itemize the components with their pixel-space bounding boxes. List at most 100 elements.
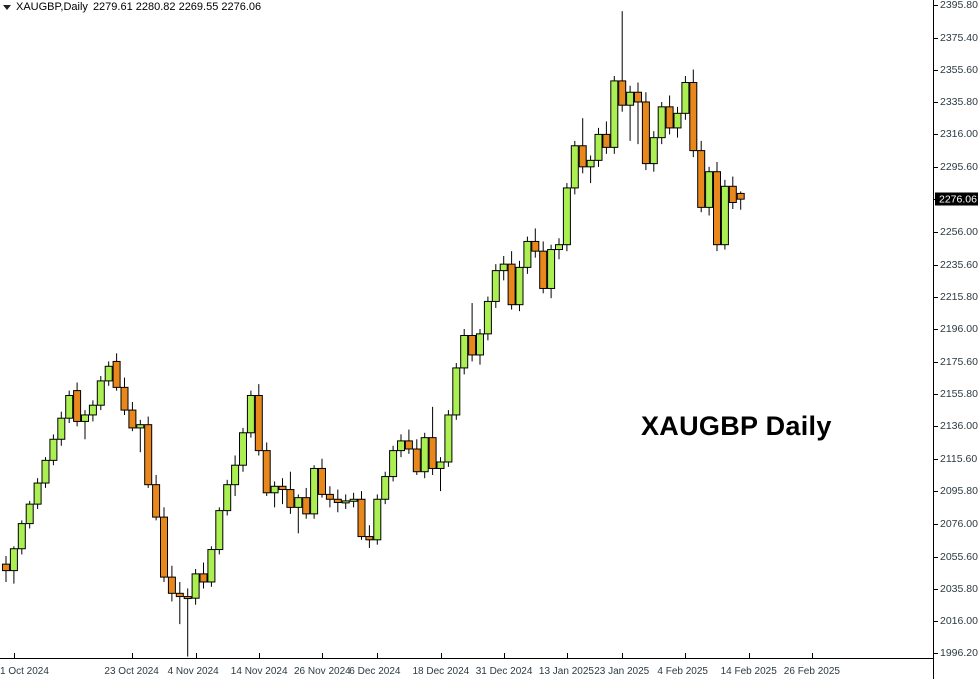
candle bbox=[357, 491, 366, 540]
price-axis-label: 2196.00 bbox=[940, 323, 978, 335]
price-tick-mark bbox=[934, 70, 938, 72]
date-tick-mark bbox=[322, 653, 323, 659]
date-tick-mark bbox=[622, 653, 624, 659]
candle bbox=[720, 179, 729, 250]
candle bbox=[120, 377, 129, 415]
candle bbox=[136, 419, 145, 453]
symbol-label: XAUGBP,Daily bbox=[16, 1, 88, 13]
date-axis-label: 4 Feb 2025 bbox=[657, 666, 708, 677]
price-axis-label: 2335.80 bbox=[940, 96, 978, 109]
candle bbox=[673, 106, 682, 138]
price-tick-mark bbox=[934, 491, 938, 493]
price-axis-label: 1996.20 bbox=[940, 647, 978, 659]
candle bbox=[223, 479, 232, 516]
candle bbox=[657, 101, 666, 145]
candle bbox=[460, 329, 469, 375]
price-axis-label: 2256.00 bbox=[940, 225, 978, 238]
candle bbox=[33, 478, 42, 509]
date-axis-label: 14 Nov 2024 bbox=[230, 666, 288, 677]
candle bbox=[420, 432, 429, 479]
candle bbox=[483, 296, 492, 341]
candle bbox=[665, 95, 674, 135]
candle bbox=[310, 465, 319, 519]
price-axis-label: 2175.60 bbox=[940, 356, 978, 369]
candle bbox=[515, 260, 524, 312]
candle bbox=[728, 176, 737, 209]
candle bbox=[349, 492, 358, 508]
candle bbox=[254, 384, 263, 456]
price-tick-mark bbox=[934, 167, 938, 169]
candle bbox=[325, 486, 334, 508]
triangle-down-icon[interactable] bbox=[3, 5, 11, 10]
date-axis[interactable]: 1 Oct 2024 23 Oct 2024 4 Nov 2024 14 Nov 20… bbox=[0, 653, 933, 679]
price-axis-label: 2055.60 bbox=[940, 550, 978, 563]
candle bbox=[96, 376, 105, 411]
price-axis[interactable]: 2395.80 2375.40 2355.60 2335.80 2316.00 2295.… bbox=[933, 0, 978, 679]
price-axis-label: 2095.80 bbox=[940, 485, 978, 498]
price-tick-mark bbox=[934, 362, 938, 364]
price-axis-label: 2076.00 bbox=[940, 517, 978, 530]
candle bbox=[523, 236, 532, 274]
price-tick-mark bbox=[934, 102, 938, 104]
candle bbox=[270, 481, 279, 508]
candle bbox=[144, 416, 153, 488]
candle bbox=[705, 166, 714, 216]
candle bbox=[262, 442, 271, 497]
candle bbox=[49, 434, 58, 466]
candle bbox=[491, 264, 500, 308]
date-axis-label: 23 Jan 2025 bbox=[594, 666, 650, 677]
candle bbox=[586, 155, 595, 184]
candle bbox=[397, 434, 405, 458]
candle bbox=[152, 474, 161, 521]
date-axis-label: 1 Oct 2024 bbox=[0, 666, 49, 677]
candle bbox=[412, 439, 421, 475]
price-tick-mark bbox=[934, 296, 938, 298]
price-tick-mark bbox=[934, 653, 938, 654]
candlestick-plot[interactable] bbox=[0, 0, 933, 658]
date-tick-mark bbox=[685, 653, 687, 659]
candle bbox=[444, 410, 453, 467]
candle bbox=[215, 507, 224, 555]
candle bbox=[239, 427, 247, 472]
date-axis-label: 13 Jan 2025 bbox=[538, 666, 594, 677]
price-tick-mark bbox=[934, 556, 938, 558]
date-tick-mark bbox=[377, 653, 379, 659]
price-axis-label: 2316.00 bbox=[940, 128, 978, 141]
date-tick-mark bbox=[440, 653, 442, 659]
date-axis-label: 26 Feb 2025 bbox=[783, 666, 840, 677]
candle bbox=[278, 478, 287, 505]
price-tick-mark bbox=[934, 329, 938, 330]
candle bbox=[468, 303, 477, 362]
chart-header: XAUGBP,Daily 2279.61 2280.82 2269.55 227… bbox=[0, 0, 261, 14]
candle bbox=[207, 546, 216, 587]
candle bbox=[562, 183, 571, 252]
candle bbox=[175, 581, 184, 625]
candle bbox=[294, 494, 303, 534]
candle bbox=[199, 562, 208, 589]
price-axis-label: 2136.00 bbox=[940, 420, 978, 433]
candle bbox=[373, 494, 382, 545]
candle bbox=[57, 411, 66, 446]
price-axis-label: 2235.60 bbox=[940, 258, 978, 271]
price-tick-mark bbox=[934, 426, 938, 428]
candle bbox=[602, 121, 611, 154]
candle bbox=[389, 445, 398, 482]
current-price-badge[interactable]: 2276.06 bbox=[935, 192, 978, 206]
price-axis-label: 2395.80 bbox=[940, 0, 978, 11]
date-tick-mark bbox=[503, 653, 505, 659]
candle bbox=[507, 251, 516, 310]
candle bbox=[689, 69, 698, 158]
candle bbox=[555, 238, 563, 260]
candlestick-svg bbox=[2, 11, 745, 657]
date-axis-label: 23 Oct 2024 bbox=[104, 666, 159, 677]
candle bbox=[65, 390, 74, 424]
date-tick-mark bbox=[811, 653, 813, 659]
candle bbox=[318, 458, 326, 498]
date-tick-mark bbox=[13, 653, 15, 659]
candle bbox=[476, 329, 484, 365]
candle bbox=[341, 494, 350, 509]
candle bbox=[578, 118, 587, 174]
date-tick-mark bbox=[132, 653, 134, 659]
price-axis-label: 2155.80 bbox=[940, 388, 978, 401]
